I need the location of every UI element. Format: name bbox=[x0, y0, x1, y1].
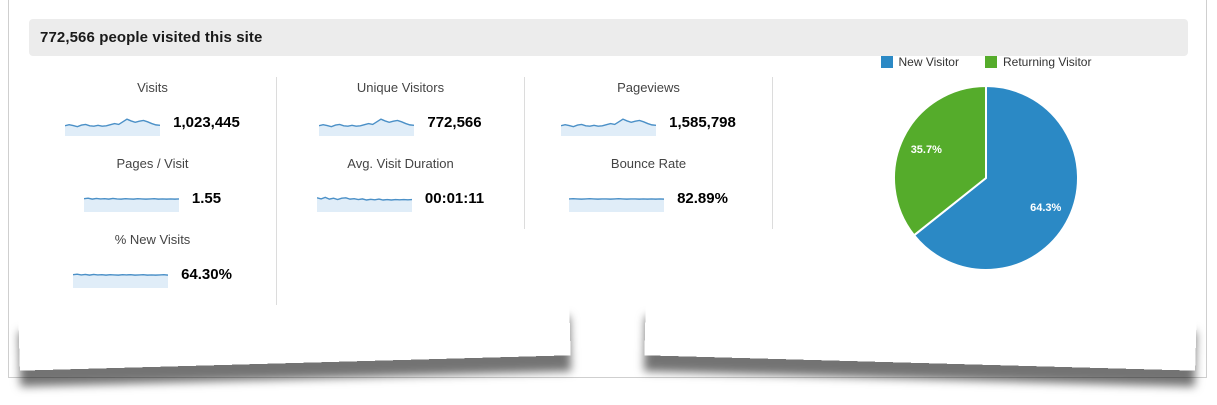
metric-label: Avg. Visit Duration bbox=[347, 156, 454, 171]
metric-label: Pages / Visit bbox=[116, 156, 189, 171]
visits-sparkline bbox=[65, 118, 161, 136]
legend-item-returning-visitor[interactable]: Returning Visitor bbox=[984, 55, 1092, 69]
metric-label: Pageviews bbox=[617, 80, 680, 95]
visitor-type-pie-chart[interactable]: 64.3% 35.7% bbox=[891, 83, 1081, 273]
metric-pageviews[interactable]: Pageviews 1,585,798 bbox=[525, 77, 773, 153]
legend-label-new-visitor: New Visitor bbox=[898, 55, 959, 69]
visitors-overview-card: 772,566 people visited this site Visits … bbox=[8, 0, 1207, 378]
percent-new-visits-sparkline bbox=[73, 273, 169, 288]
new-visitor-swatch-icon bbox=[880, 56, 893, 68]
pie-slice-returning-visitor bbox=[893, 85, 987, 237]
visitor-type-chart-panel: New Visitor Returning Visitor 64.3% 35.7% bbox=[821, 55, 1151, 273]
overview-header-bar: 772,566 people visited this site bbox=[29, 19, 1188, 56]
metric-avg-visit-duration[interactable]: Avg. Visit Duration 00:01:11 bbox=[277, 153, 525, 229]
pie-slice-new-visitor bbox=[913, 85, 1079, 271]
page-title: 772,566 people visited this site bbox=[40, 29, 263, 46]
metric-label: Visits bbox=[137, 80, 168, 95]
metric-label: Unique Visitors bbox=[356, 80, 445, 95]
metric-value: 64.30% bbox=[181, 265, 232, 283]
metrics-grid: Visits 1,023,445 Unique Visitors 772,566… bbox=[29, 77, 773, 305]
avg-visit-duration-sparkline bbox=[316, 196, 412, 212]
metric-pages-per-visit[interactable]: Pages / Visit 1.55 bbox=[29, 153, 277, 229]
returning-visitor-swatch-icon bbox=[984, 56, 997, 68]
pages-per-visit-sparkline bbox=[83, 197, 179, 212]
metrics-row-1: Visits 1,023,445 Unique Visitors 772,566… bbox=[29, 77, 773, 153]
metric-unique-visitors[interactable]: Unique Visitors 772,566 bbox=[277, 77, 525, 153]
metric-bounce-rate[interactable]: Bounce Rate 82.89% bbox=[525, 153, 773, 229]
svg-text:64.3%: 64.3% bbox=[1030, 202, 1061, 214]
bounce-rate-sparkline bbox=[569, 197, 665, 212]
metric-label: Bounce Rate bbox=[610, 156, 687, 171]
metrics-row-3: % New Visits 64.30% bbox=[29, 229, 773, 305]
legend-item-new-visitor[interactable]: New Visitor bbox=[880, 55, 959, 69]
metric-visits[interactable]: Visits 1,023,445 bbox=[29, 77, 277, 153]
metric-value: 82.89% bbox=[677, 189, 728, 207]
metric-value: 1,585,798 bbox=[669, 113, 736, 131]
metric-label: % New Visits bbox=[114, 232, 191, 247]
metric-value: 772,566 bbox=[427, 113, 482, 131]
legend-label-returning-visitor: Returning Visitor bbox=[1002, 55, 1092, 69]
unique-visitors-sparkline bbox=[319, 118, 415, 136]
metrics-row-2: Pages / Visit 1.55 Avg. Visit Duration 0… bbox=[29, 153, 773, 229]
metric-percent-new-visits[interactable]: % New Visits 64.30% bbox=[29, 229, 277, 305]
metric-value: 1,023,445 bbox=[173, 113, 240, 131]
metric-value: 00:01:11 bbox=[424, 189, 485, 207]
svg-text:35.7%: 35.7% bbox=[911, 144, 942, 156]
pie-legend: New Visitor Returning Visitor bbox=[821, 55, 1151, 69]
metric-value: 1.55 bbox=[191, 189, 222, 207]
pageviews-sparkline bbox=[561, 118, 657, 136]
